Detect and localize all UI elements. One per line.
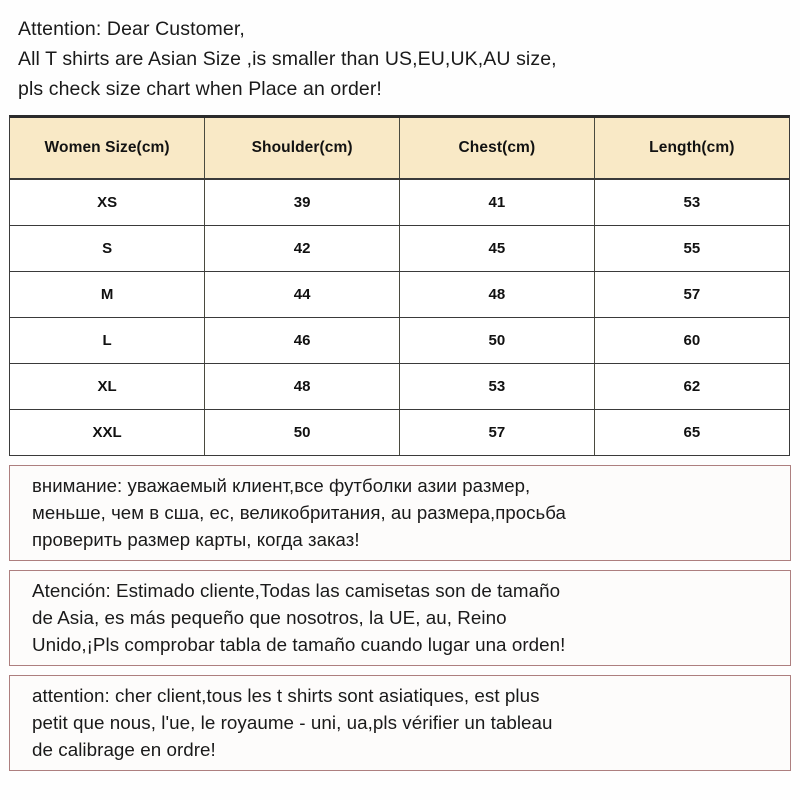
cell-shoulder: 39 bbox=[204, 179, 400, 226]
notice-spanish-line-1: Atención: Estimado cliente,Todas las cam… bbox=[32, 580, 561, 601]
cell-shoulder: 50 bbox=[204, 409, 400, 455]
cell-length: 57 bbox=[594, 271, 789, 318]
cell-shoulder: 48 bbox=[204, 363, 400, 410]
cell-shoulder: 44 bbox=[204, 271, 400, 318]
notice-spanish-line-3: Unido,¡Pls comprobar tabla de tamaño cua… bbox=[32, 634, 566, 655]
cell-length: 62 bbox=[594, 363, 789, 410]
column-header-women-size: Women Size(cm) bbox=[10, 118, 206, 180]
translated-notices: внимание: уважаемый клиент,все футболки … bbox=[9, 465, 791, 771]
attention-notice: Attention: Dear Customer, All T shirts a… bbox=[0, 0, 800, 104]
cell-size: XL bbox=[10, 363, 206, 410]
notice-french: attention: cher client,tous les t shirts… bbox=[9, 675, 791, 771]
table-row: XL 48 53 62 bbox=[10, 363, 789, 410]
cell-length: 53 bbox=[594, 179, 789, 226]
cell-chest: 53 bbox=[399, 363, 595, 410]
cell-chest: 50 bbox=[399, 317, 595, 364]
attention-line-2: All T shirts are Asian Size ,is smaller … bbox=[18, 48, 557, 70]
table-header-row: Women Size(cm) Shoulder(cm) Chest(cm) Le… bbox=[10, 118, 789, 180]
size-chart-table-container: Women Size(cm) Shoulder(cm) Chest(cm) Le… bbox=[9, 115, 790, 456]
cell-size: M bbox=[10, 271, 206, 318]
size-chart-header: Women Size(cm) Shoulder(cm) Chest(cm) Le… bbox=[10, 118, 789, 180]
size-chart-table: Women Size(cm) Shoulder(cm) Chest(cm) Le… bbox=[10, 118, 789, 455]
cell-chest: 45 bbox=[399, 225, 595, 272]
table-row: L 46 50 60 bbox=[10, 317, 789, 364]
table-row: XXL 50 57 65 bbox=[10, 409, 789, 455]
column-header-length: Length(cm) bbox=[594, 118, 789, 180]
cell-chest: 48 bbox=[399, 271, 595, 318]
notice-french-line-3: de calibrage en ordre! bbox=[32, 739, 216, 760]
table-row: XS 39 41 53 bbox=[10, 179, 789, 226]
cell-chest: 41 bbox=[399, 179, 595, 226]
column-header-chest: Chest(cm) bbox=[399, 118, 595, 180]
cell-size: XS bbox=[10, 179, 206, 226]
attention-line-3: pls check size chart when Place an order… bbox=[18, 78, 382, 100]
size-chart-body: XS 39 41 53 S 42 45 55 M 44 48 57 bbox=[10, 179, 789, 455]
table-row: M 44 48 57 bbox=[10, 271, 789, 318]
notice-russian-line-2: меньше, чем в сша, ес, великобритания, a… bbox=[32, 502, 566, 523]
notice-russian-line-1: внимание: уважаемый клиент,все футболки … bbox=[32, 475, 531, 496]
notice-russian: внимание: уважаемый клиент,все футболки … bbox=[9, 465, 791, 561]
notice-spanish: Atención: Estimado cliente,Todas las cam… bbox=[9, 570, 791, 666]
notice-french-line-1: attention: cher client,tous les t shirts… bbox=[32, 685, 540, 706]
cell-shoulder: 46 bbox=[204, 317, 400, 364]
column-header-shoulder: Shoulder(cm) bbox=[204, 118, 400, 180]
notice-russian-line-3: проверить размер карты, когда заказ! bbox=[32, 529, 360, 550]
cell-length: 60 bbox=[594, 317, 789, 364]
cell-size: XXL bbox=[10, 409, 206, 455]
cell-shoulder: 42 bbox=[204, 225, 400, 272]
attention-line-1: Attention: Dear Customer, bbox=[18, 18, 245, 40]
cell-chest: 57 bbox=[399, 409, 595, 455]
cell-length: 55 bbox=[594, 225, 789, 272]
notice-spanish-line-2: de Asia, es más pequeño que nosotros, la… bbox=[32, 607, 507, 628]
notice-french-line-2: petit que nous, l'ue, le royaume - uni, … bbox=[32, 712, 553, 733]
cell-size: S bbox=[10, 225, 206, 272]
cell-size: L bbox=[10, 317, 206, 364]
table-row: S 42 45 55 bbox=[10, 225, 789, 272]
cell-length: 65 bbox=[594, 409, 789, 455]
